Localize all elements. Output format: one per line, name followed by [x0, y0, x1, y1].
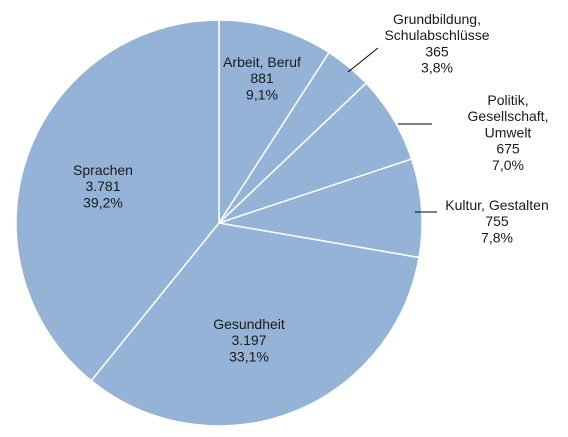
data-label-value: 675: [496, 141, 520, 157]
data-label-category: Gesundheit: [213, 316, 285, 332]
leader-lines-layer: [347, 47, 437, 213]
data-label-percent: 39,2%: [83, 194, 123, 210]
data-label-value: 3.781: [85, 178, 120, 194]
data-label-value: 881: [250, 70, 274, 86]
data-label: Politik, Gesellschaft, Umwelt 675 7,0%: [468, 92, 549, 173]
data-label-category: Grundbildung,: [393, 11, 481, 27]
data-labels-layer: Arbeit, Beruf 881 9,1% Grundbildung, Schulab…: [73, 11, 549, 364]
data-label: Grundbildung, Schulabschlüsse 365 3,8%: [384, 11, 489, 76]
data-label-value: 365: [425, 43, 449, 59]
data-label-category: Arbeit, Beruf: [223, 54, 301, 70]
data-label-percent: 9,1%: [246, 86, 278, 102]
data-label-category: Sprachen: [73, 162, 133, 178]
pie-slice-sprachen: [15, 19, 220, 382]
data-label-category: Schulabschlüsse: [384, 27, 489, 43]
data-label-percent: 7,0%: [492, 157, 524, 173]
data-label: Kultur, Gestalten 755 7,8%: [445, 197, 549, 245]
data-label: Arbeit, Beruf 881 9,1%: [223, 54, 301, 102]
data-label-category: Politik,: [487, 92, 528, 108]
slices-layer: [15, 19, 423, 427]
data-label: Sprachen 3.781 39,2%: [73, 162, 133, 210]
data-label-percent: 7,8%: [481, 229, 513, 245]
pie-slice-arbeit-beruf: [218, 19, 330, 224]
data-label-value: 755: [485, 213, 509, 229]
pie-slice-gesundheit: [90, 222, 420, 427]
data-label-percent: 3,8%: [421, 60, 453, 76]
data-label-percent: 33,1%: [229, 348, 269, 364]
pie-slice-kultur-gestalten: [218, 158, 423, 259]
data-label-category: Kultur, Gestalten: [445, 197, 549, 213]
data-label-category: Umwelt: [485, 124, 532, 140]
data-label-value: 3.197: [231, 332, 266, 348]
data-label: Gesundheit 3.197 33,1%: [213, 316, 285, 364]
leader-line: [347, 47, 379, 73]
data-label-category: Gesellschaft,: [468, 108, 549, 124]
